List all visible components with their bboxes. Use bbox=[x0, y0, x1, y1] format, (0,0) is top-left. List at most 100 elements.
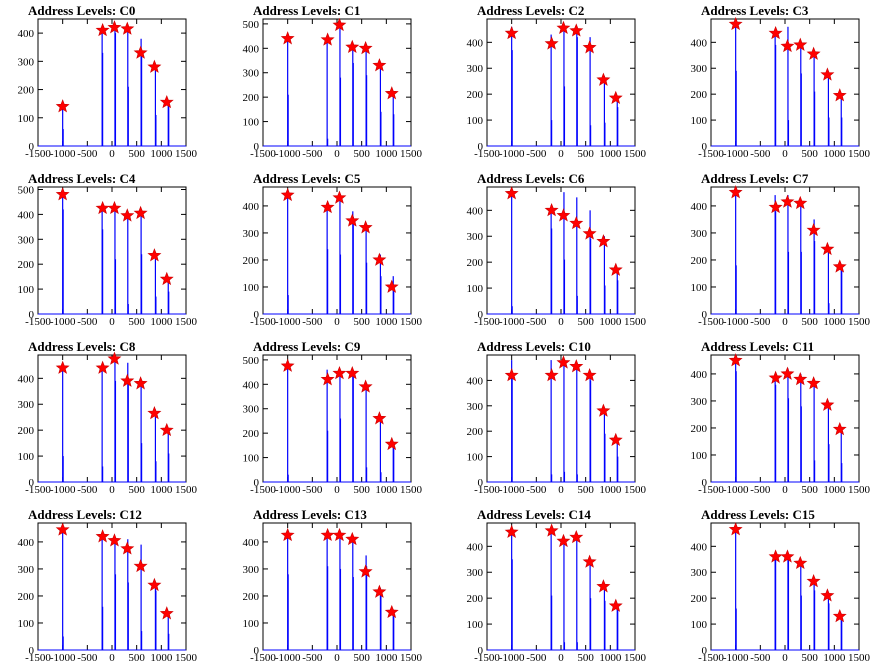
chart-panel: Address Levels: C5 0 100 200 300 400 -1500-100… bbox=[243, 171, 423, 328]
y-tick-label: 100 bbox=[691, 282, 708, 294]
peak-marker-star bbox=[372, 411, 387, 425]
y-tick-label: 0 bbox=[29, 645, 35, 657]
y-tick-label: 200 bbox=[243, 92, 260, 104]
peak-marker-star bbox=[569, 23, 584, 37]
y-tick-label: 200 bbox=[18, 425, 35, 437]
y-tick-label: 400 bbox=[467, 375, 484, 387]
peak-marker-star bbox=[147, 577, 162, 592]
chart-title: Address Levels: C15 bbox=[701, 507, 815, 522]
y-tick-label: 100 bbox=[691, 619, 708, 631]
y-tick-label: 0 bbox=[254, 477, 260, 489]
x-tick-label: 1500 bbox=[400, 316, 423, 328]
x-tick-label: 0 bbox=[334, 148, 340, 160]
peak-marker-star bbox=[95, 22, 110, 37]
y-tick-label: 300 bbox=[243, 404, 260, 416]
y-tick-label: 100 bbox=[467, 283, 484, 295]
peak-marker-star bbox=[332, 527, 347, 542]
x-tick-label: 0 bbox=[782, 316, 788, 328]
x-tick-label: -1500 bbox=[474, 148, 500, 160]
peak-marker-star bbox=[596, 579, 611, 593]
x-tick-label: -1500 bbox=[25, 148, 51, 160]
peak-marker-star bbox=[280, 187, 295, 202]
x-tick-label: -1000 bbox=[499, 316, 525, 328]
peak-marker-star bbox=[569, 215, 584, 230]
x-tick-label: -1500 bbox=[474, 316, 500, 328]
peak-marker-star bbox=[133, 205, 148, 220]
y-tick-label: 200 bbox=[467, 593, 484, 605]
x-tick-label: 1500 bbox=[848, 148, 871, 160]
chart-panel: Address Levels: C90100200300400500-1500-… bbox=[243, 339, 423, 496]
peak-marker-star bbox=[504, 25, 519, 40]
x-tick-label: 500 bbox=[353, 148, 370, 160]
peak-marker-star bbox=[780, 366, 795, 380]
x-tick-label: -1500 bbox=[25, 652, 51, 664]
x-tick-label: 1000 bbox=[375, 148, 398, 160]
peak-marker-star bbox=[147, 59, 162, 73]
peak-marker-star bbox=[332, 190, 347, 204]
chart-panel: Address Levels: C11 0 100 200 300 400 -1500-10… bbox=[691, 339, 871, 496]
peak-marker-star bbox=[556, 20, 571, 34]
x-tick-label: 500 bbox=[801, 316, 818, 328]
x-tick-label: 0 bbox=[558, 148, 564, 160]
x-tick-label: 500 bbox=[353, 652, 370, 664]
chart-panel: Address Levels: C12 0 100 200 300 400 -1500-10… bbox=[18, 507, 198, 664]
peak-marker-star bbox=[728, 16, 743, 31]
x-tick-label: 0 bbox=[558, 652, 564, 664]
x-tick-label: -1500 bbox=[698, 148, 724, 160]
x-tick-label: 500 bbox=[353, 484, 370, 496]
x-tick-label: -500 bbox=[526, 652, 547, 664]
peak-marker-star bbox=[768, 199, 783, 214]
peak-marker-star bbox=[384, 279, 399, 293]
peak-marker-star bbox=[728, 353, 743, 367]
peak-marker-star bbox=[120, 21, 135, 35]
x-tick-label: 500 bbox=[801, 484, 818, 496]
peak-marker-star bbox=[280, 31, 295, 45]
peak-marker-star bbox=[147, 248, 162, 262]
x-tick-label: 0 bbox=[782, 652, 788, 664]
x-tick-label: -500 bbox=[750, 652, 771, 664]
x-tick-label: 0 bbox=[109, 484, 115, 496]
x-tick-label: 1500 bbox=[624, 652, 647, 664]
peak-marker-star bbox=[608, 598, 623, 612]
x-tick-label: -1500 bbox=[250, 316, 276, 328]
x-tick-label: 1000 bbox=[823, 652, 846, 664]
x-tick-label: 0 bbox=[334, 316, 340, 328]
x-tick-label: 1000 bbox=[150, 484, 173, 496]
y-tick-label: 200 bbox=[691, 593, 708, 605]
peak-marker-star bbox=[820, 397, 835, 411]
x-tick-label: 1000 bbox=[823, 484, 846, 496]
y-tick-label: 0 bbox=[254, 645, 260, 657]
chart-panel: Address Levels: C3 0 100 200 300 400 -1500-100… bbox=[691, 3, 871, 160]
x-tick-label: 1000 bbox=[599, 316, 622, 328]
peak-marker-star bbox=[820, 241, 835, 256]
y-tick-label: 0 bbox=[478, 645, 484, 657]
peak-marker-star bbox=[107, 200, 122, 215]
y-tick-label: 400 bbox=[18, 209, 35, 221]
x-tick-label: 1500 bbox=[175, 148, 198, 160]
peak-marker-star bbox=[820, 67, 835, 81]
y-tick-label: 400 bbox=[691, 369, 708, 381]
plot-frame bbox=[37, 18, 187, 147]
y-tick-label: 300 bbox=[18, 234, 35, 246]
plot-frame bbox=[262, 186, 412, 315]
y-tick-label: 400 bbox=[243, 379, 260, 391]
x-tick-label: 1500 bbox=[848, 484, 871, 496]
chart-title: Address Levels: C10 bbox=[477, 339, 591, 354]
peak-marker-star bbox=[95, 529, 110, 543]
x-tick-label: -1000 bbox=[50, 652, 76, 664]
chart-title: Address Levels: C3 bbox=[701, 3, 809, 18]
x-tick-label: 1500 bbox=[848, 652, 871, 664]
y-tick-label: 300 bbox=[691, 396, 708, 408]
x-tick-label: 1000 bbox=[150, 652, 173, 664]
x-tick-label: 1000 bbox=[599, 148, 622, 160]
peak-marker-star bbox=[159, 94, 174, 109]
plot-frame bbox=[710, 522, 860, 651]
peak-marker-star bbox=[556, 355, 571, 369]
peak-marker-star bbox=[832, 259, 847, 273]
x-tick-label: -1000 bbox=[275, 484, 301, 496]
x-tick-label: 1000 bbox=[150, 148, 173, 160]
y-tick-label: 400 bbox=[18, 537, 35, 549]
x-tick-label: -1500 bbox=[474, 652, 500, 664]
chart-title: Address Levels: C1 bbox=[253, 3, 360, 18]
plot-frame bbox=[710, 18, 860, 147]
